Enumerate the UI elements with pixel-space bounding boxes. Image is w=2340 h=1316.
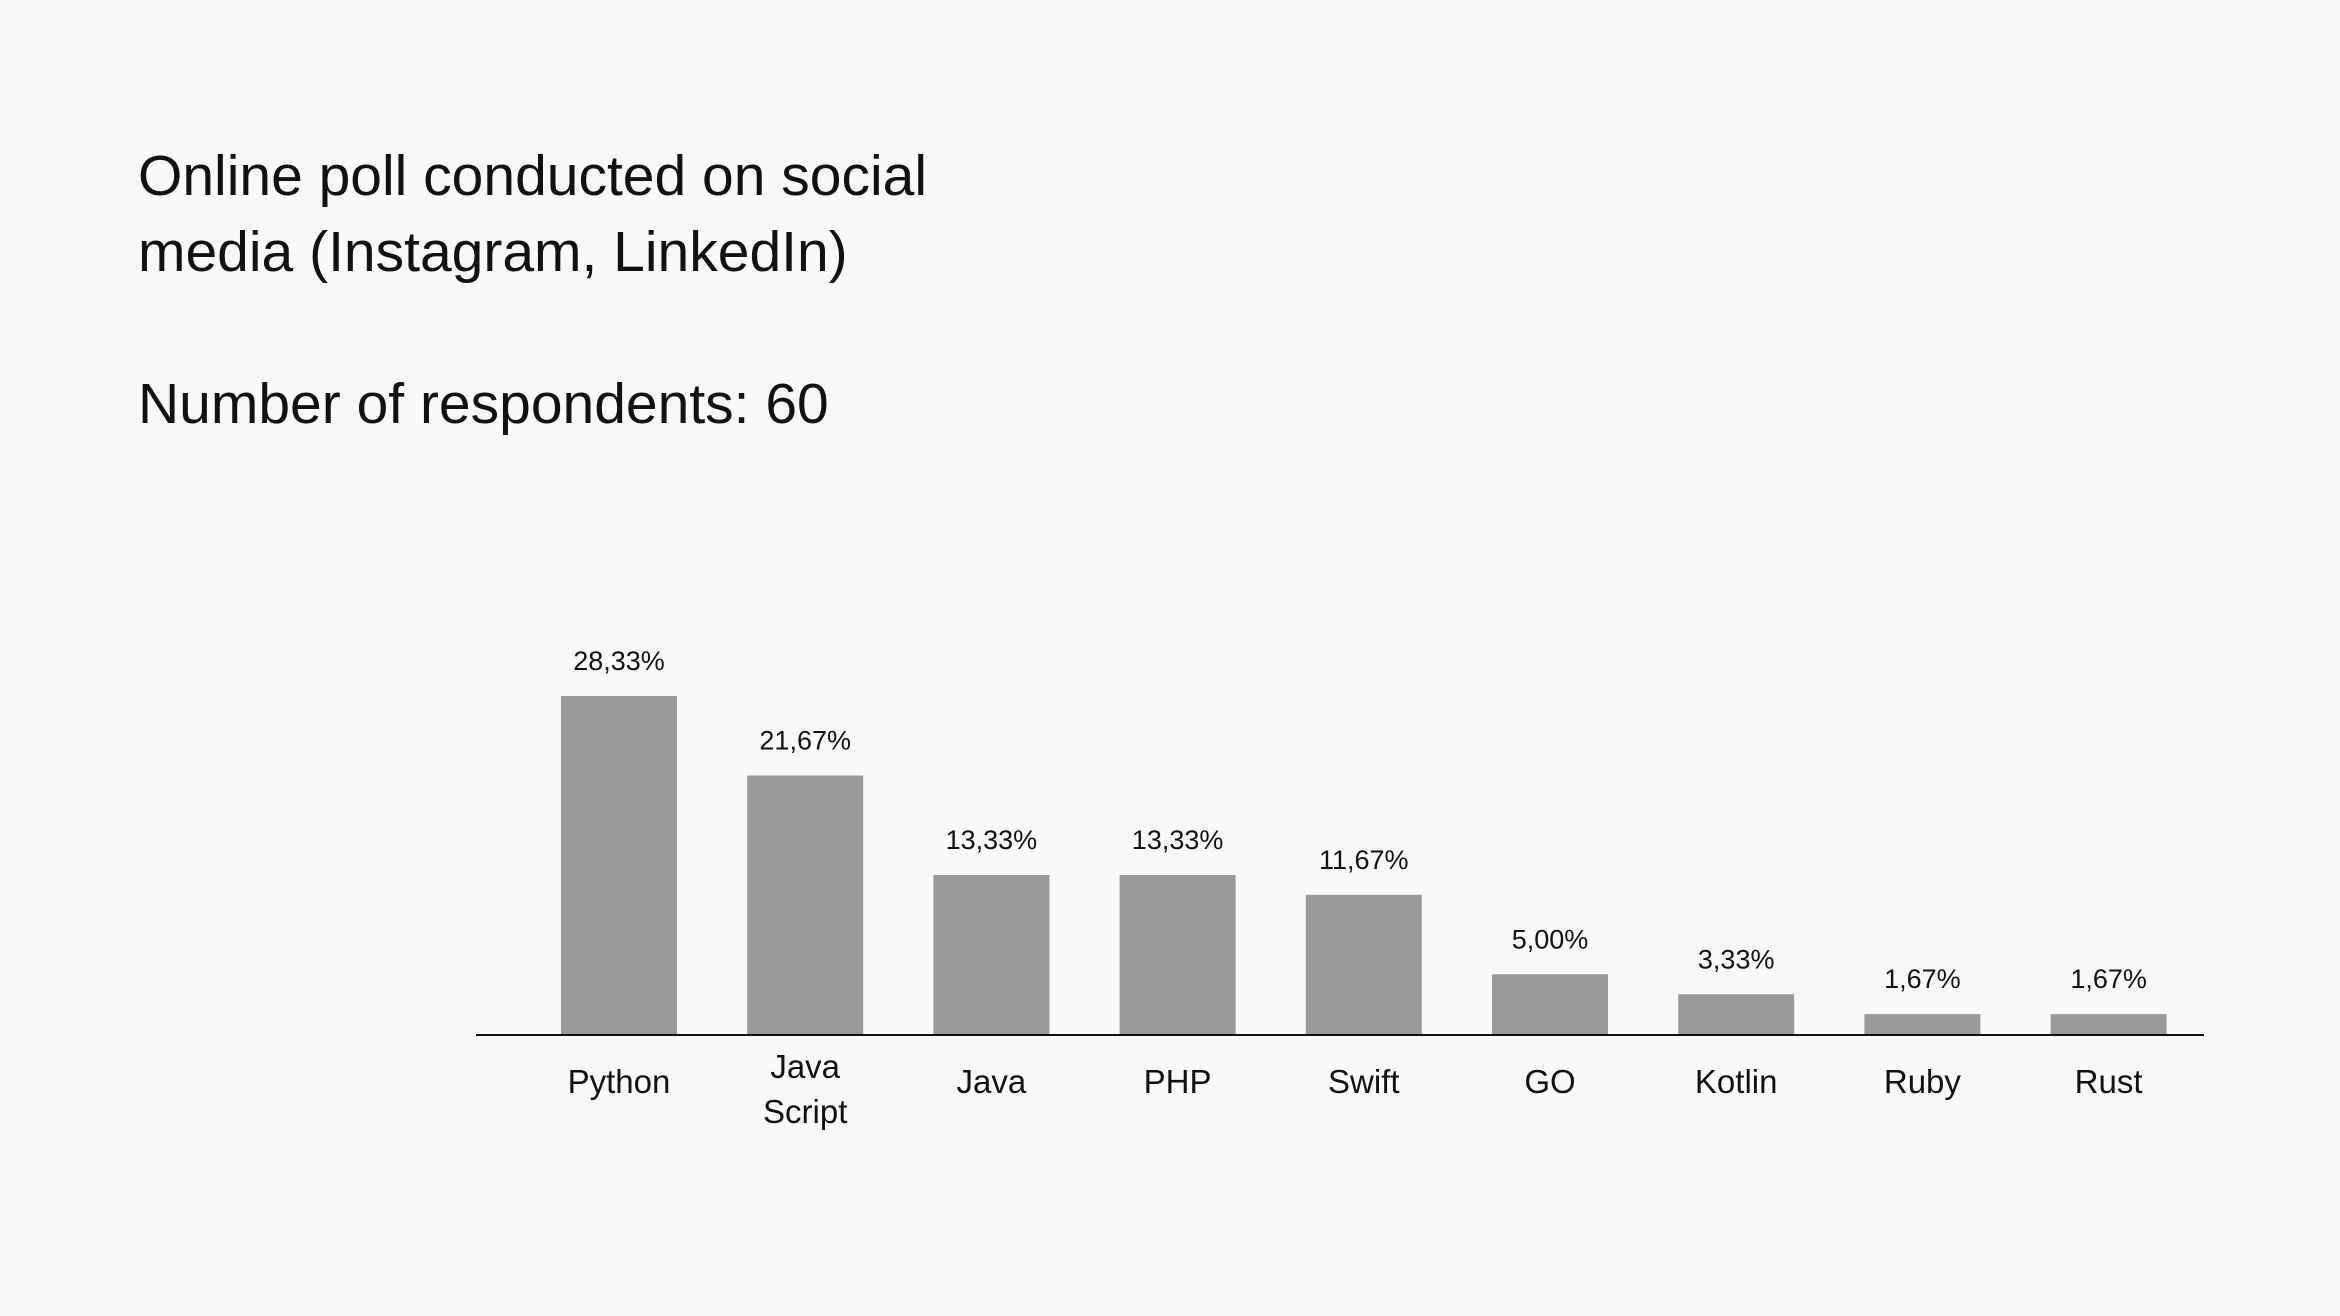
bar-php (1119, 875, 1236, 1034)
respondents-count: Number of respondents: 60 (138, 372, 829, 436)
bar-ruby (1864, 1014, 1981, 1034)
bar-kotlin (1678, 994, 1795, 1034)
bar-java-script (747, 775, 864, 1034)
bar-python (561, 696, 677, 1034)
bars-group (561, 696, 2167, 1034)
category-labels-group: Python Java Script Java PHP Swift GO Kotlin Ruby… (568, 1048, 2143, 1130)
bar-java (933, 875, 1050, 1034)
category-label-php: PHP (1144, 1063, 1212, 1100)
value-label-rust: 1,67% (2070, 964, 2147, 994)
value-label-ruby: 1,67% (1884, 964, 1961, 994)
poll-description: Online poll conducted on social media (I… (138, 138, 1238, 442)
category-label-rust: Rust (2075, 1063, 2143, 1100)
category-label-java-script: Java Script (763, 1048, 847, 1130)
category-label-python: Python (568, 1063, 671, 1100)
value-label-java-script: 21,67% (759, 726, 851, 756)
category-label-ruby: Ruby (1884, 1063, 1962, 1100)
value-label-kotlin: 3,33% (1698, 944, 1775, 974)
category-label-java: Java (957, 1063, 1027, 1100)
category-label-swift: Swift (1328, 1063, 1400, 1100)
category-label-go: GO (1524, 1063, 1575, 1100)
category-label-kotlin: Kotlin (1695, 1063, 1778, 1100)
bar-go (1492, 974, 1608, 1034)
value-labels-group: 28,33% 21,67% 13,33% 13,33% 11,67% 5,00% 3,33%… (573, 646, 2147, 994)
value-label-go: 5,00% (1512, 924, 1589, 954)
bar-swift (1305, 894, 1422, 1034)
bar-rust (2050, 1014, 2167, 1034)
value-label-python: 28,33% (573, 646, 665, 676)
value-label-java: 13,33% (946, 825, 1038, 855)
poll-title: Online poll conducted on social media (I… (138, 144, 928, 284)
value-label-swift: 11,67% (1319, 845, 1409, 875)
value-label-php: 13,33% (1132, 825, 1224, 855)
